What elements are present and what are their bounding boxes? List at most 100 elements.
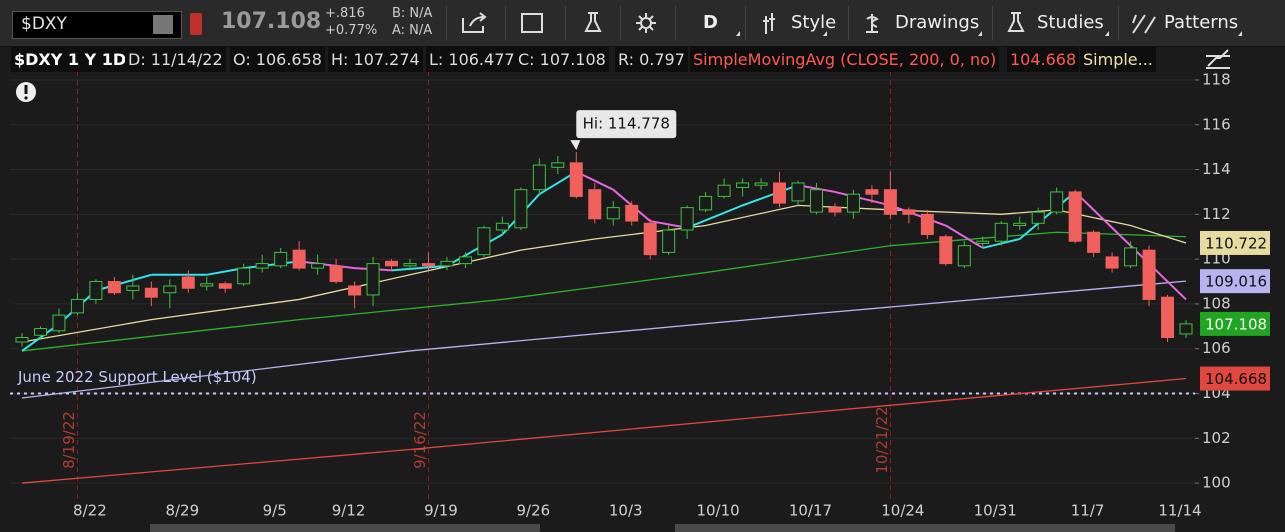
candle-body [902, 209, 916, 215]
candle-body [329, 265, 343, 283]
candle-body [15, 337, 29, 343]
share-icon[interactable] [462, 12, 487, 33]
x-tick-label: 10/31 [974, 502, 1017, 520]
period-button[interactable]: D [703, 12, 718, 33]
last-value-label: 110.722 [1205, 234, 1267, 252]
event-label: 8/19/22 [60, 411, 78, 469]
moving-average [21, 280, 1187, 399]
studies-button[interactable]: Studies [1037, 12, 1104, 33]
moving-average-segment [391, 264, 448, 272]
candle-body [846, 193, 860, 213]
moving-average-segment [1092, 209, 1132, 247]
x-tick-label: 9/12 [332, 502, 366, 520]
candle-body [1124, 247, 1138, 267]
candle-body [699, 195, 713, 211]
support-label: June 2022 Support Level ($104) [17, 368, 257, 386]
moving-average-segment [890, 204, 947, 227]
candle-body [274, 251, 288, 267]
x-tick-label: 10/10 [696, 502, 739, 520]
candle-body [606, 207, 620, 220]
event-label: 9/16/22 [411, 411, 429, 469]
info-open: O: 106.658 [230, 47, 325, 72]
candle-body [828, 207, 842, 213]
candle-body [385, 260, 399, 267]
candle-body [809, 189, 823, 213]
bid: B: N/A [392, 6, 433, 21]
candle-body [1050, 191, 1064, 213]
drawings-button[interactable]: Drawings [895, 12, 980, 33]
candle-body [107, 281, 121, 294]
ask: A: N/A [392, 23, 433, 38]
chart-symbol: $DXY 1 Y 1D [11, 47, 130, 72]
candle-body [514, 189, 528, 229]
candle-body [1013, 222, 1027, 227]
x-tick-label: 9/26 [516, 502, 550, 520]
candle-body [754, 182, 768, 186]
candle-body [200, 283, 214, 287]
study-more: Simple... [1080, 47, 1156, 72]
candle-body [421, 263, 435, 267]
candle-body [865, 189, 879, 195]
study-name: SimpleMovingAvg (CLOSE, 200, 0, no) [690, 47, 1000, 72]
candle-body [643, 222, 657, 256]
patterns-button[interactable]: Patterns [1164, 12, 1239, 33]
settings-icon[interactable] [640, 17, 652, 29]
candle-body [163, 285, 177, 294]
x-tick-label: 8/29 [165, 502, 199, 520]
change-pct: +0.77% [325, 23, 378, 38]
candle-body [939, 236, 953, 265]
last-value-label: 109.016 [1205, 273, 1267, 291]
moving-average-segment [243, 260, 300, 270]
y-tick-label: 118 [1202, 70, 1231, 88]
last-value-label-box [1200, 366, 1270, 391]
separator [446, 6, 447, 40]
info-range: R: 0.797 [615, 47, 688, 72]
flask-icon[interactable] [584, 12, 602, 32]
candle-body [883, 189, 897, 215]
candle-body [1142, 249, 1156, 300]
candle-body [70, 298, 84, 314]
plot-background [0, 72, 1285, 532]
moving-average-segment [686, 204, 743, 229]
candle-body [957, 245, 971, 267]
candle-body [1031, 211, 1045, 224]
info-low: L: 106.477 [426, 47, 518, 72]
candle-body [736, 182, 750, 188]
last-price: 107.108 [221, 9, 322, 34]
candle-body [366, 263, 380, 296]
event-label: 10/21/22 [873, 406, 891, 473]
candle-body [348, 285, 362, 296]
dropdown[interactable] [153, 15, 173, 34]
candle-body [680, 207, 694, 231]
style-button[interactable]: Style [791, 12, 837, 33]
candle-body [126, 285, 140, 291]
y-tick-label: 116 [1202, 115, 1231, 133]
warning-icon [16, 82, 36, 102]
candle-body [569, 162, 583, 197]
info-close: C: 107.108 [515, 47, 609, 72]
x-tick-label: 11/14 [1158, 502, 1201, 520]
candle-body [495, 222, 509, 231]
candle-body [1105, 256, 1119, 269]
callout-box [576, 110, 677, 139]
warning-mark [24, 85, 28, 94]
candle-body [1179, 323, 1193, 335]
x-tick-label: 8/22 [73, 502, 107, 520]
separator [745, 6, 746, 40]
candle-body [458, 256, 472, 265]
y-tick-label: 108 [1202, 294, 1231, 312]
news-icon[interactable] [521, 13, 543, 33]
scrollbar-thumb [150, 524, 540, 532]
candle-body [218, 283, 232, 289]
moving-average-segment [945, 224, 984, 249]
candle-body [994, 222, 1008, 242]
candle-body [1087, 231, 1101, 253]
separator [1118, 6, 1119, 40]
last-value-label-box [1200, 230, 1270, 255]
scrollbar-thumb [675, 524, 1175, 532]
candle-body [89, 281, 103, 300]
symbol-box[interactable]: $DXY [12, 11, 182, 39]
candle-body [532, 164, 546, 191]
moving-average-segment [1019, 191, 1076, 240]
